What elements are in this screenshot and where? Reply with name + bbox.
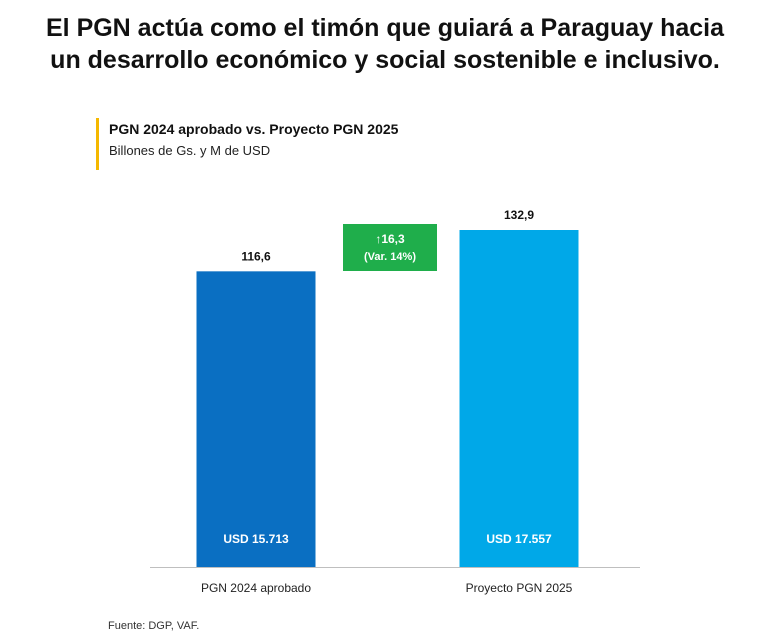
chart-unit-label: Billones de Gs. y M de USD [109, 143, 271, 158]
variation-badge [343, 224, 437, 271]
bar-value-label: 132,9 [504, 208, 534, 222]
headline-line-2: un desarrollo económico y social sosteni… [50, 46, 720, 74]
headline-line-1: El PGN actúa como el timón que guiará a … [46, 14, 724, 42]
x-tick-label: Proyecto PGN 2025 [466, 581, 573, 595]
bar-usd-label: USD 15.713 [223, 532, 289, 546]
x-tick-label: PGN 2024 aprobado [201, 581, 311, 595]
headline: El PGN actúa como el timón que guiará a … [0, 12, 770, 76]
source-note: Fuente: DGP, VAF. [108, 620, 200, 632]
bar-usd-label: USD 17.557 [486, 532, 552, 546]
chart-title: PGN 2024 aprobado vs. Proyecto PGN 2025 [109, 121, 399, 137]
variation-amount: ↑16,3 [375, 232, 405, 246]
bar-value-label: 116,6 [241, 249, 271, 263]
chart-title-block: PGN 2024 aprobado vs. Proyecto PGN 2025 … [96, 118, 398, 170]
bar-1 [196, 271, 316, 567]
bar-2 [459, 230, 579, 567]
variation-percent: (Var. 14%) [364, 251, 416, 263]
